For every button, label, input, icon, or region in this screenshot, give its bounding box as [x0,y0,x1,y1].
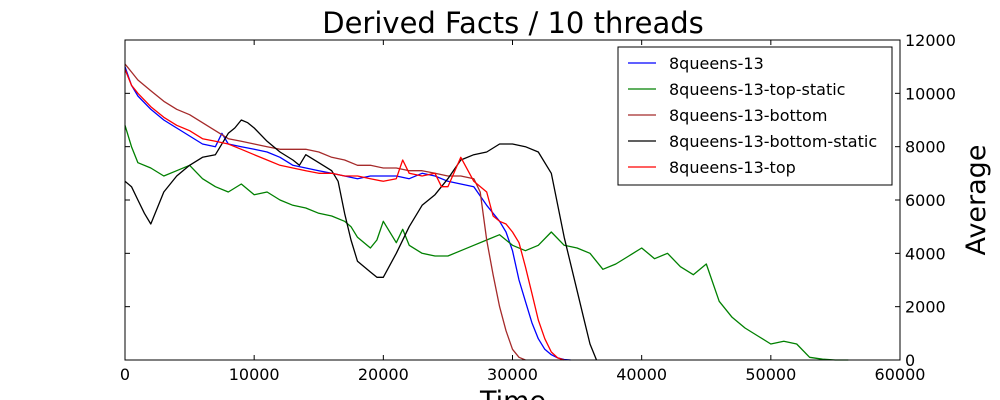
series-line-1 [124,66,571,361]
y-tick-label: 10000 [905,84,956,103]
legend-label: 8queens-13 [669,54,764,73]
legend-label: 8queens-13-top [669,158,796,177]
series-line-3 [124,63,526,361]
y-tick-label: 4000 [905,244,946,263]
x-axis: 0 10000 20000 30000 40000 50000 60000 [120,40,926,384]
y-tick-label: 0 [905,351,915,370]
legend-label: 8queens-13-bottom-static [669,132,877,151]
x-tick-label: 30000 [487,365,538,384]
x-tick-label: 0 [120,365,130,384]
series-line-2 [124,125,849,361]
legend: 8queens-13 8queens-13-top-static 8queens-1… [617,46,893,186]
series-line-4 [124,119,598,361]
y-tick-label: 6000 [905,191,946,210]
y-axis: 0 2000 4000 6000 8000 10000 12000 [125,31,956,370]
x-tick-label: 20000 [358,365,409,384]
series-layer [124,63,849,361]
x-tick-label: 40000 [616,365,667,384]
legend-label: 8queens-13-bottom [669,106,827,125]
y-axis-title: Average [961,145,992,256]
x-tick-label: 50000 [745,365,796,384]
x-axis-title: Time [479,386,546,400]
x-tick-label: 10000 [229,365,280,384]
x-tick-label: 60000 [875,365,926,384]
y-tick-label: 12000 [905,31,956,50]
chart-title: Derived Facts / 10 threads [322,6,704,40]
y-tick-label: 8000 [905,138,946,157]
series-line-5 [124,69,565,361]
y-tick-label: 2000 [905,298,946,317]
legend-box [617,46,893,186]
legend-label: 8queens-13-top-static [669,80,845,99]
